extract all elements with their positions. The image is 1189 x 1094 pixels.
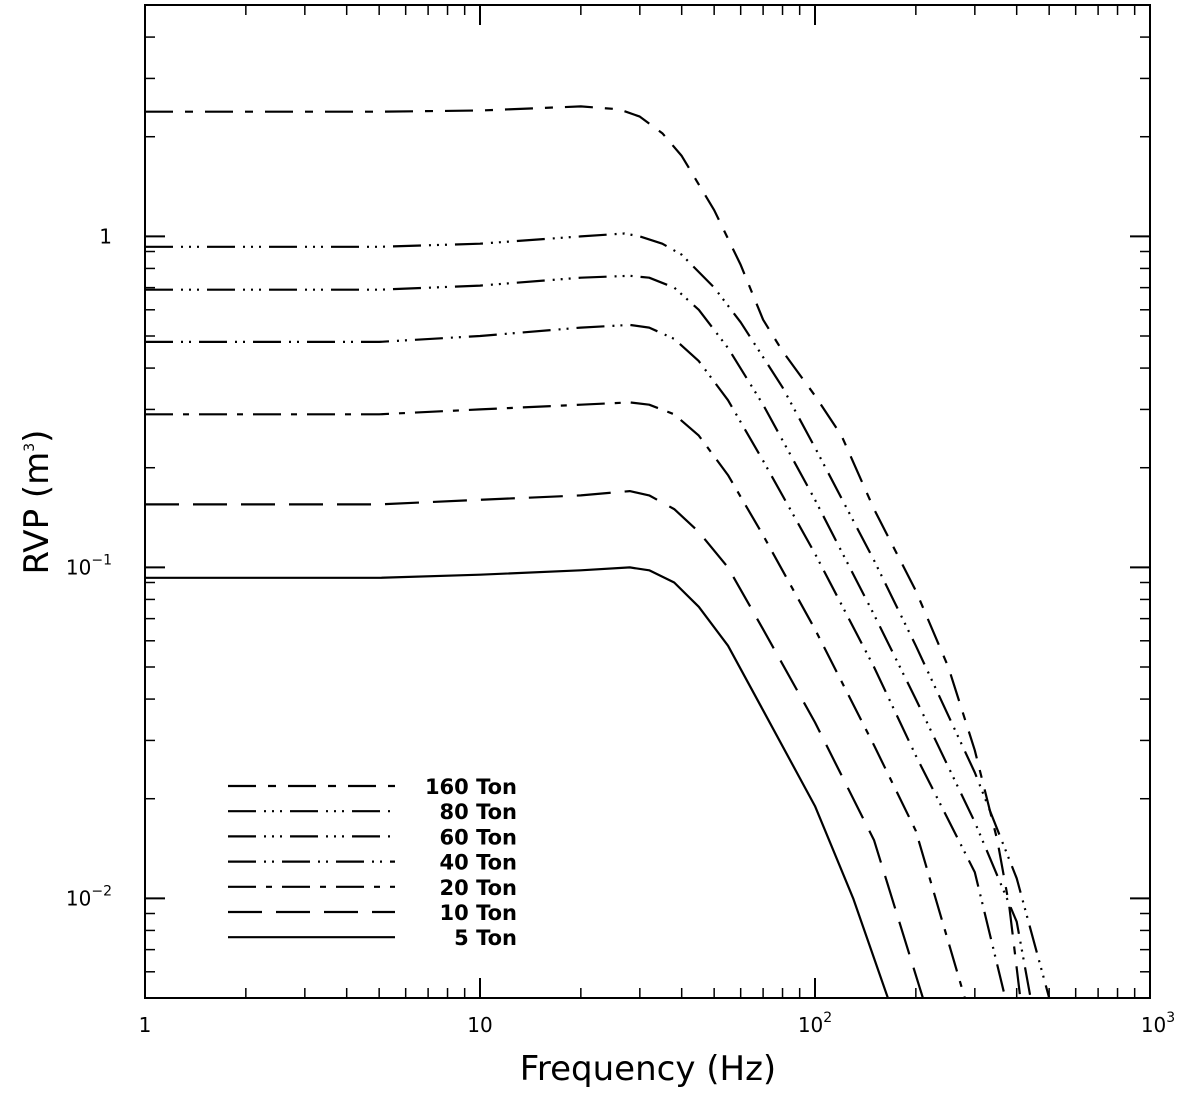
series-line-20-ton: [145, 401, 966, 998]
series-line-160-ton: [145, 105, 1022, 998]
series-line-60-ton: [145, 274, 1032, 998]
legend-label: 20 Ton: [440, 876, 517, 900]
legend-label: 40 Ton: [440, 851, 517, 875]
x-tick-labels: 1 10 102 103: [139, 1010, 1176, 1037]
legend-label: 60 Ton: [440, 825, 517, 849]
x-tick-label: 10: [467, 1013, 492, 1037]
y-tick-label-exponent: −2: [91, 883, 112, 899]
series-line-40-ton: [145, 323, 1007, 998]
y-tick-label-base: 1: [99, 224, 112, 248]
y-tick-label-exponent: −1: [91, 552, 112, 568]
x-tick-label: 1: [139, 1013, 152, 1037]
legend-label: 10 Ton: [440, 901, 517, 925]
x-tick-label-exponent: 3: [1166, 1010, 1175, 1026]
x-tick-label-base: 10: [467, 1013, 492, 1037]
x-tick-label: 102: [798, 1010, 832, 1037]
y-tick-label: 10−2: [66, 883, 112, 910]
x-tick-label-base: 10: [1141, 1013, 1166, 1037]
x-tick-label-base: 1: [139, 1013, 152, 1037]
x-tick-label: 103: [1141, 1010, 1175, 1037]
y-tick-label-base: 10: [66, 886, 91, 910]
x-tick-label-exponent: 2: [823, 1010, 832, 1026]
legend-label: 160 Ton: [425, 775, 517, 799]
y-tick-label-base: 10: [66, 555, 91, 579]
x-axis-label: Frequency (Hz): [520, 1049, 776, 1089]
major-ticks: [144, 5, 1151, 998]
x-tick-label-base: 10: [798, 1013, 823, 1037]
y-axis-label: RVP (m3): [17, 430, 57, 575]
minor-ticks: [145, 4, 1150, 999]
y-axis-label-end: ): [17, 430, 57, 443]
series-line-10-ton: [145, 490, 924, 998]
series-lines: [145, 105, 1051, 998]
legend-label: 5 Ton: [454, 926, 517, 950]
plot-frame: [144, 4, 1151, 999]
series-line-5-ton: [145, 566, 889, 998]
legend-label: 80 Ton: [440, 800, 517, 824]
y-tick-labels: 10−210−11: [66, 224, 112, 910]
y-axis-label-sup: 3: [22, 443, 38, 452]
y-tick-label: 1: [99, 224, 112, 248]
y-axis-label-base: RVP (m: [17, 452, 57, 575]
y-tick-label: 10−1: [66, 552, 112, 579]
series-line-80-ton: [145, 232, 1051, 998]
